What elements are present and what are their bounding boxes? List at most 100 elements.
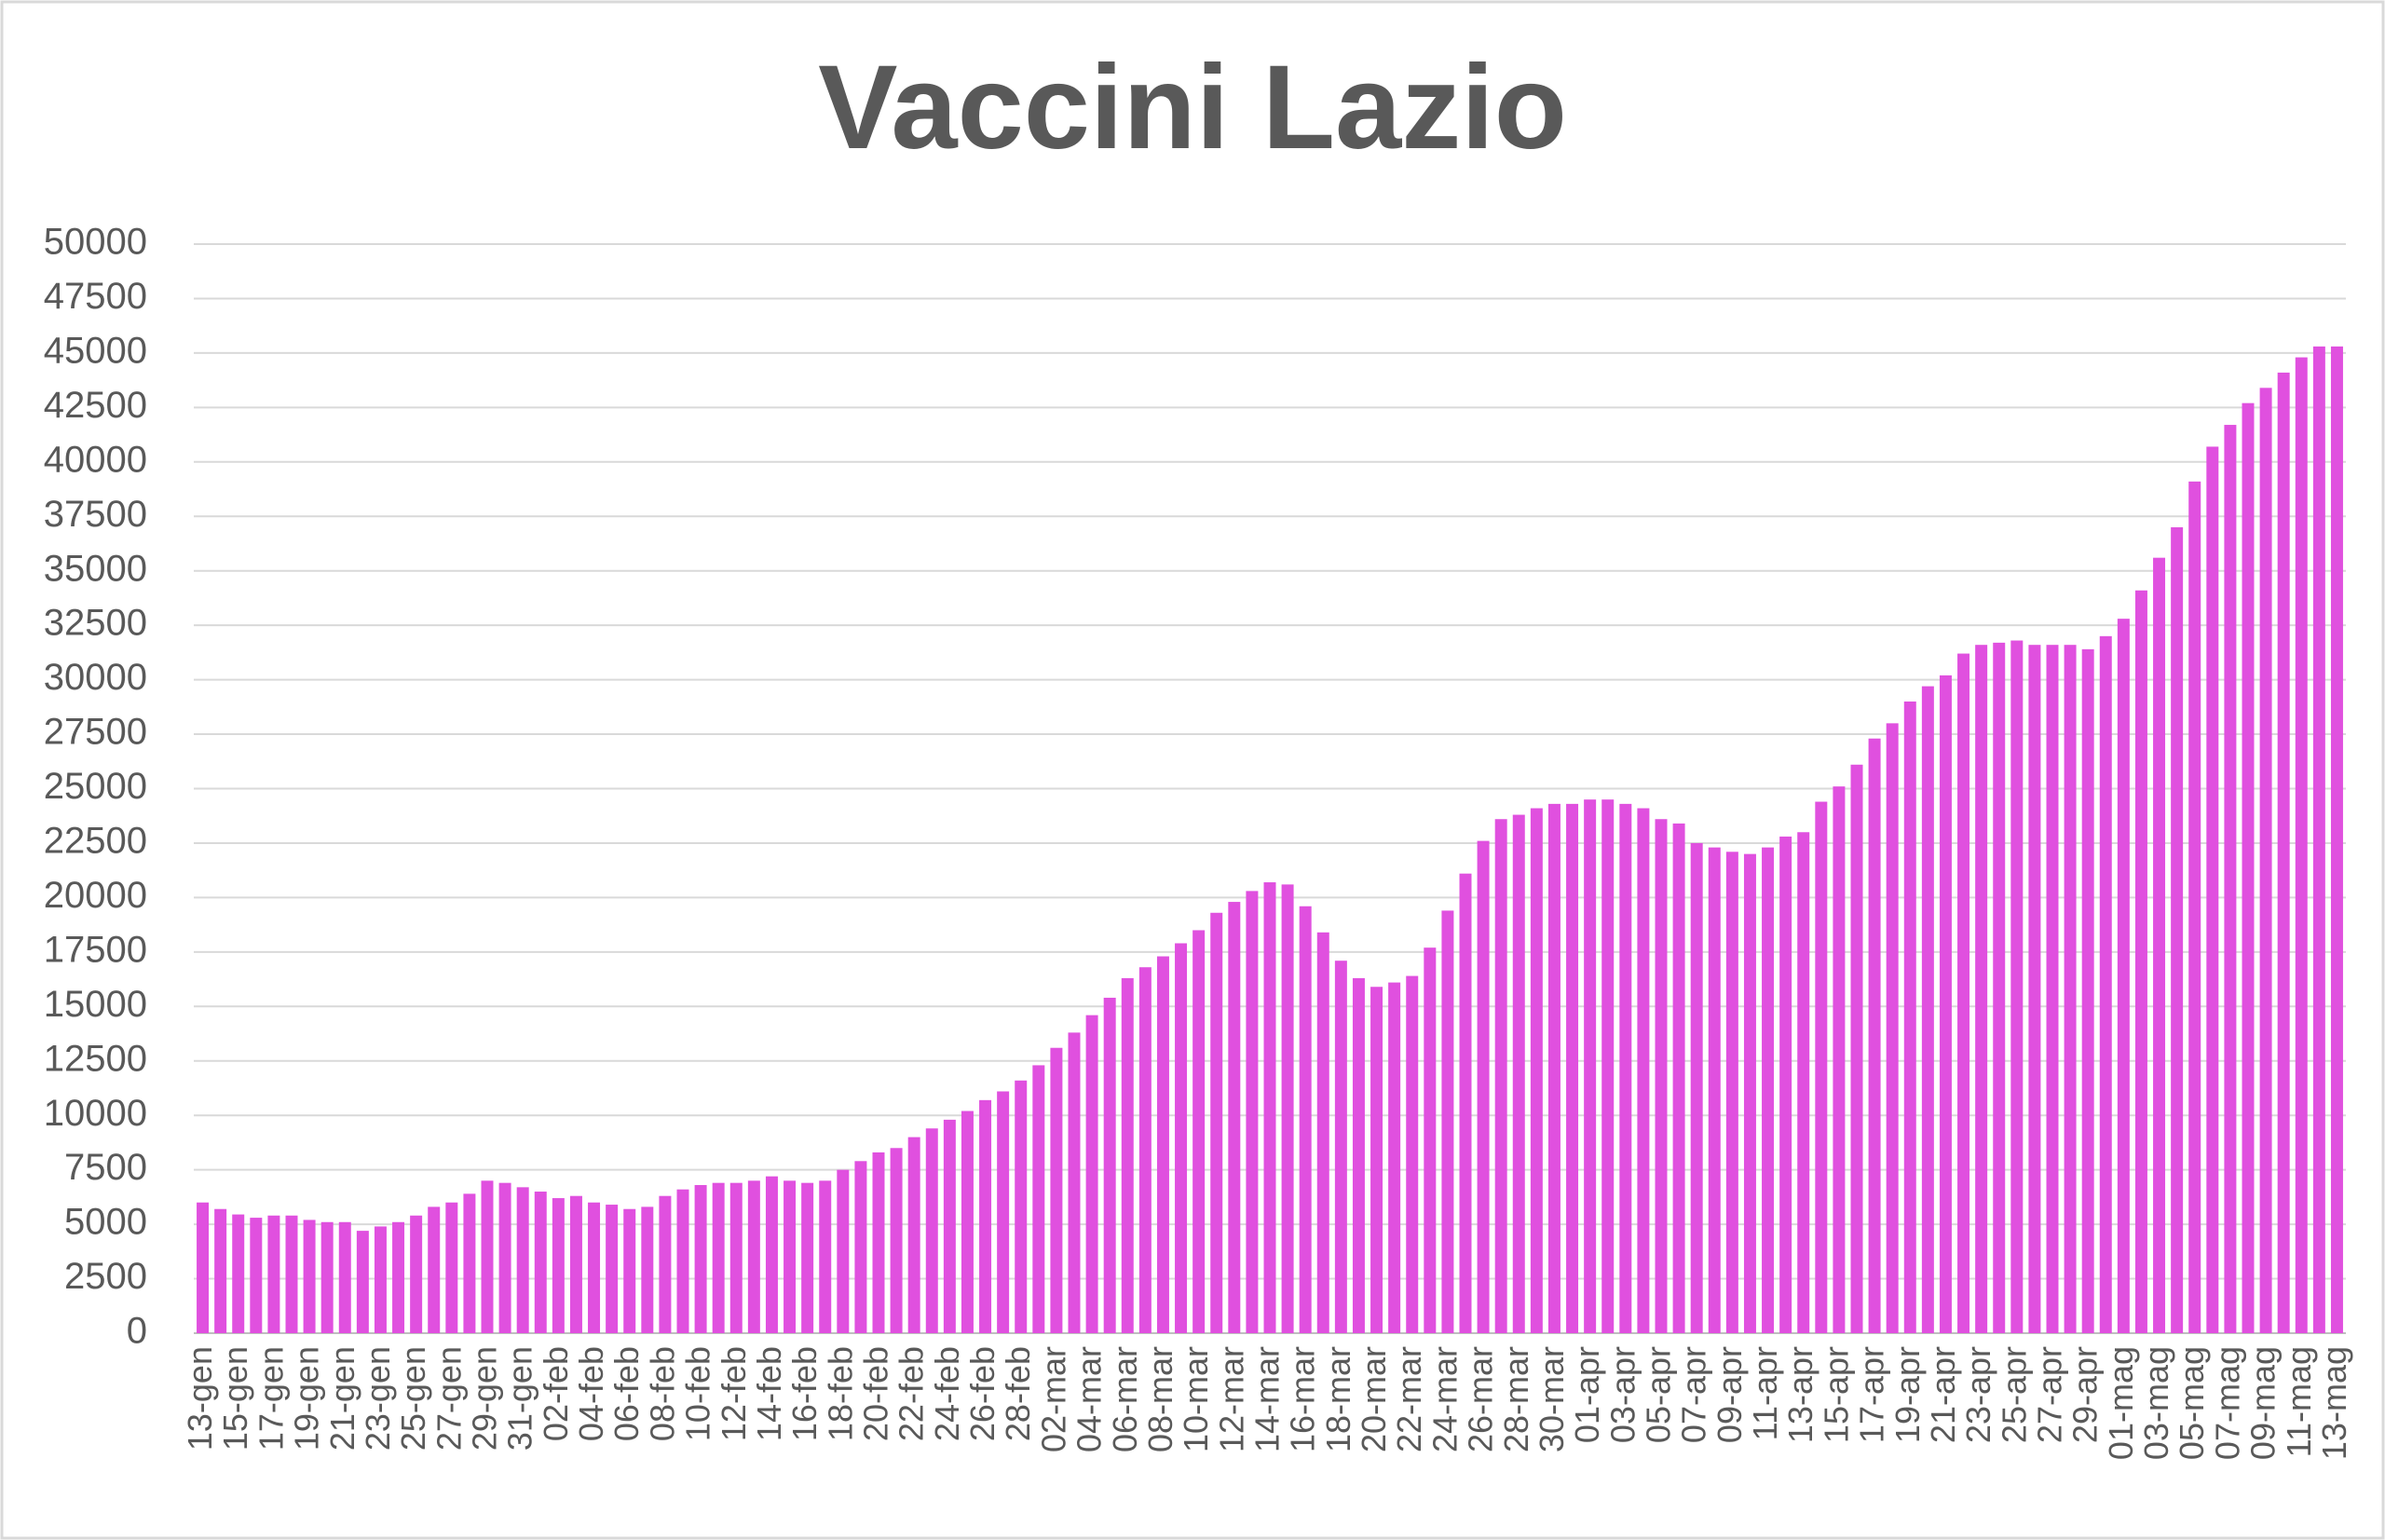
bar [1939, 675, 1952, 1333]
bar [392, 1221, 405, 1333]
x-tick-label: 27-gen [429, 1346, 468, 1451]
bar [2117, 619, 2130, 1333]
y-tick-label: 25000 [44, 766, 147, 807]
bar [1316, 932, 1329, 1333]
x-tick-label: 01-apr [1568, 1346, 1606, 1443]
chart-title: Vaccini Lazio [818, 41, 1567, 174]
bar [2099, 635, 2112, 1333]
y-tick-label: 2500 [64, 1256, 147, 1297]
y-tick-label: 5000 [64, 1202, 147, 1243]
x-tick-label: 11-apr [1746, 1346, 1784, 1440]
bar [1815, 801, 1828, 1333]
bar [2259, 388, 2272, 1334]
bar [1138, 967, 1152, 1333]
bar [907, 1137, 920, 1333]
x-tick-label: 18-mar [1319, 1346, 1357, 1452]
bar [1975, 645, 1988, 1333]
bar [1619, 803, 1632, 1333]
bar [1779, 836, 1792, 1333]
bar [890, 1148, 903, 1333]
y-tick-label: 30000 [44, 657, 147, 698]
x-tick-label: 10-mar [1177, 1346, 1215, 1452]
x-tick-label: 18-feb [821, 1346, 859, 1441]
bar [1655, 819, 1668, 1333]
bar [2028, 645, 2041, 1333]
bar [197, 1202, 210, 1333]
x-tick-label: 16-mar [1284, 1346, 1322, 1452]
y-tick-label: 32500 [44, 603, 147, 644]
bar [1584, 799, 1597, 1333]
bar [1547, 803, 1560, 1333]
bar [1103, 997, 1116, 1333]
x-tick-label: 11-mag [2280, 1346, 2318, 1457]
y-tick-label: 17500 [44, 929, 147, 970]
bar [1192, 930, 1206, 1333]
bar [676, 1189, 689, 1333]
x-tick-label: 14-mar [1248, 1346, 1287, 1452]
x-tick-label: 15-apr [1817, 1346, 1855, 1443]
bar [303, 1220, 316, 1333]
bar [1424, 947, 1437, 1333]
y-tick-label: 40000 [44, 439, 147, 480]
x-tick-label: 12-mar [1212, 1346, 1250, 1452]
bar [1797, 832, 1810, 1333]
bar [1370, 987, 1383, 1333]
bar [2081, 648, 2094, 1333]
bar [1032, 1065, 1045, 1333]
y-tick-label: 50000 [44, 222, 147, 263]
bar [784, 1180, 797, 1333]
x-tick-label: 09-apr [1710, 1346, 1749, 1443]
bar [1637, 808, 1650, 1333]
x-tick-label: 27-apr [2031, 1346, 2069, 1443]
x-tick-label: 13-apr [1781, 1346, 1819, 1443]
bar [1175, 943, 1188, 1333]
bar [1156, 956, 1169, 1333]
x-tick-label: 04-feb [572, 1346, 610, 1441]
x-tick-label: 08-feb [643, 1346, 681, 1441]
bar [641, 1206, 654, 1333]
bar [214, 1208, 227, 1333]
bar [569, 1195, 582, 1333]
bar [1601, 799, 1615, 1333]
bar [747, 1180, 760, 1333]
x-tick-label: 28-feb [999, 1346, 1037, 1441]
x-tick-label: 21-apr [1924, 1346, 1962, 1443]
x-tick-label: 13-gen [181, 1346, 219, 1451]
x-tick-label: 19-gen [288, 1346, 326, 1451]
y-tick-label: 0 [127, 1311, 147, 1352]
y-tick-label: 10000 [44, 1093, 147, 1134]
bar [997, 1091, 1010, 1333]
bar [2224, 425, 2237, 1334]
bar [925, 1128, 938, 1333]
bar [2242, 402, 2255, 1333]
bar [1566, 803, 1579, 1333]
bar [1993, 642, 2006, 1333]
bar [1886, 723, 1899, 1333]
bar [961, 1111, 974, 1333]
x-tick-label: 09-mag [2244, 1346, 2283, 1460]
y-tick-label: 47500 [44, 276, 147, 317]
x-tick-label: 10-feb [679, 1346, 717, 1441]
bar [1352, 977, 1365, 1333]
x-tick-label: 22-mar [1390, 1346, 1428, 1452]
x-tick-label: 22-feb [893, 1346, 931, 1441]
bar [1121, 977, 1134, 1333]
bar [1903, 701, 1916, 1333]
bar [2064, 645, 2077, 1333]
bar [1850, 764, 1863, 1333]
x-tick-label: 05-apr [1640, 1346, 1678, 1443]
x-tick-label: 05-mag [2173, 1346, 2211, 1460]
bar [338, 1221, 351, 1333]
bar [1263, 882, 1276, 1333]
x-tick-label: 06-mar [1106, 1346, 1144, 1452]
x-tick-label: 20-feb [857, 1346, 895, 1441]
x-tick-label: 28-mar [1497, 1346, 1535, 1452]
bar [979, 1099, 992, 1333]
y-tick-label: 35000 [44, 548, 147, 589]
bar [267, 1215, 280, 1333]
x-tick-label: 17-gen [252, 1346, 290, 1451]
bar [1957, 653, 1970, 1333]
bar [1441, 910, 1454, 1333]
x-tick-label: 23-gen [359, 1346, 397, 1451]
y-tick-label: 45000 [44, 330, 147, 371]
